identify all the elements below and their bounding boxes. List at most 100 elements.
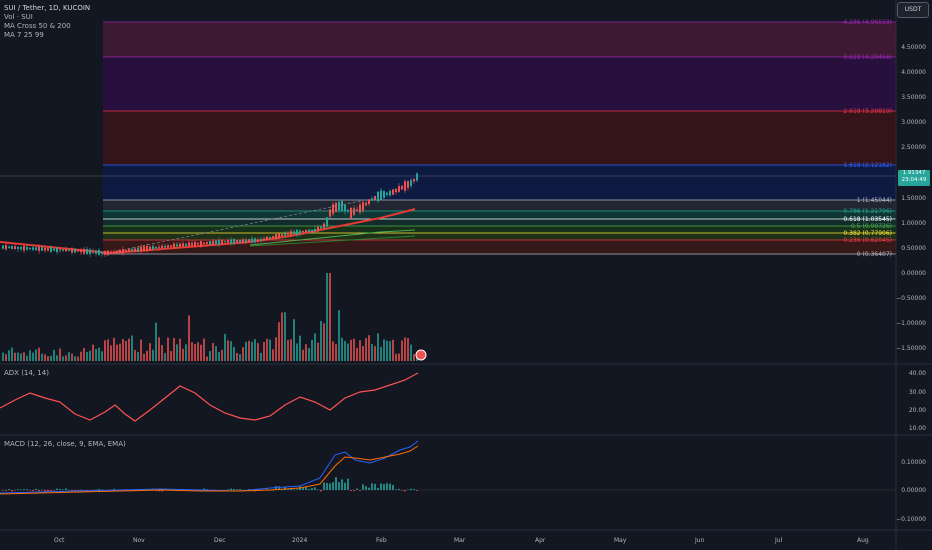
bar-countdown: 23:04:49: [901, 177, 927, 183]
volume-bar: [365, 338, 367, 361]
volume-bar: [260, 352, 262, 361]
candle: [311, 229, 313, 232]
macd-histogram-bar: [158, 490, 160, 492]
candle: [20, 246, 22, 250]
volume-bar: [242, 347, 244, 361]
volume-bar: [218, 352, 220, 361]
ma-label[interactable]: MA 7 25 99: [4, 31, 44, 39]
volume-bar: [179, 338, 181, 361]
macd-histogram-bar: [83, 490, 85, 491]
volume-bar: [137, 351, 139, 361]
candle: [53, 248, 55, 251]
macd-histogram-bar: [20, 489, 22, 491]
candle: [326, 217, 328, 227]
candle: [47, 248, 49, 251]
volume-bar: [290, 339, 292, 361]
candle: [5, 244, 7, 250]
candle: [293, 231, 295, 234]
volume-bar: [392, 339, 394, 361]
candle: [275, 234, 277, 239]
candle: [62, 249, 64, 251]
macd-histogram-bar: [35, 488, 37, 490]
macd-histogram-bar: [206, 489, 208, 490]
volume-bar: [281, 312, 283, 361]
volume-bar: [29, 350, 31, 361]
candle: [359, 204, 361, 213]
candle: [251, 238, 253, 243]
candle: [131, 248, 133, 252]
volume-bar: [296, 343, 298, 361]
candle: [302, 230, 304, 233]
candle: [230, 239, 232, 244]
volume-bar: [83, 347, 85, 361]
macd-histogram-bar: [2, 490, 4, 491]
volume-bar: [113, 337, 115, 361]
macd-histogram-bar: [80, 489, 82, 491]
candle: [50, 247, 52, 252]
macd-histogram-bar: [230, 488, 232, 490]
volume-bar: [371, 344, 373, 361]
price-axis-label: −0.50000: [896, 295, 926, 302]
volume-bar: [248, 340, 250, 361]
volume-bar: [239, 354, 241, 361]
adx-axis-0: 40.00: [908, 370, 926, 377]
volume-bar: [86, 352, 88, 361]
macd-histogram-bar: [416, 490, 418, 491]
macd-histogram-bar: [362, 484, 364, 490]
candle: [245, 239, 247, 243]
macd-histogram-bar: [401, 490, 403, 491]
macd-histogram-bar: [14, 490, 16, 491]
candle: [176, 244, 178, 247]
macd-histogram-bar: [377, 487, 379, 490]
volume-bar: [62, 356, 64, 361]
candle: [122, 249, 124, 253]
candle: [299, 230, 301, 234]
volume-indicator-label[interactable]: Vol · SUI: [4, 13, 33, 21]
candle: [59, 249, 61, 251]
volume-bar: [245, 341, 247, 361]
candle: [161, 245, 163, 249]
volume-bar: [50, 355, 52, 361]
volume-bar: [368, 335, 370, 361]
adx-legend[interactable]: ADX (14, 14): [4, 369, 49, 377]
ma-cross-label[interactable]: MA Cross 50 & 200: [4, 22, 71, 30]
volume-bar: [254, 339, 256, 361]
candle: [239, 239, 241, 243]
volume-bar: [293, 319, 295, 361]
volume-bar: [335, 344, 337, 361]
macd-histogram-bar: [278, 486, 280, 490]
candle: [38, 246, 40, 251]
candle: [290, 231, 292, 235]
volume-bar: [2, 352, 4, 361]
ma-green2-line: [249, 235, 416, 247]
macd-histogram-bar: [350, 490, 352, 492]
volume-bar: [5, 354, 7, 361]
macd-histogram-bar: [281, 489, 283, 491]
macd-histogram-bar: [359, 490, 361, 491]
candle: [371, 198, 373, 201]
candle: [68, 249, 70, 252]
currency-button[interactable]: USDT: [897, 2, 929, 18]
fib-level-label: 0.382 (0.77906): [843, 230, 892, 237]
volume-bar: [212, 342, 214, 361]
symbol-title[interactable]: SUI / Tether, 1D, KUCOIN: [4, 4, 91, 12]
volume-bar: [191, 342, 193, 361]
fib-level-label: 0 (0.36407): [856, 251, 892, 258]
macd-histogram-bar: [227, 489, 229, 490]
fib-lines: [103, 21, 896, 255]
volume-bar: [14, 352, 16, 361]
macd-histogram-bar: [302, 486, 304, 490]
fib-level-label: 4.236 (4.96593): [843, 19, 892, 26]
volume-bar: [224, 333, 226, 361]
candle: [65, 249, 67, 252]
candle: [317, 226, 319, 232]
candle: [404, 181, 406, 191]
volume-bar: [230, 341, 232, 361]
adx-axis-3: 10.00: [908, 425, 926, 432]
volume-bar: [323, 323, 325, 361]
volume-indicator-icon[interactable]: [415, 349, 427, 361]
volume-bar: [95, 349, 97, 361]
volume-bar: [344, 341, 346, 361]
macd-legend[interactable]: MACD (12, 26, close, 9, EMA, EMA): [4, 440, 126, 448]
